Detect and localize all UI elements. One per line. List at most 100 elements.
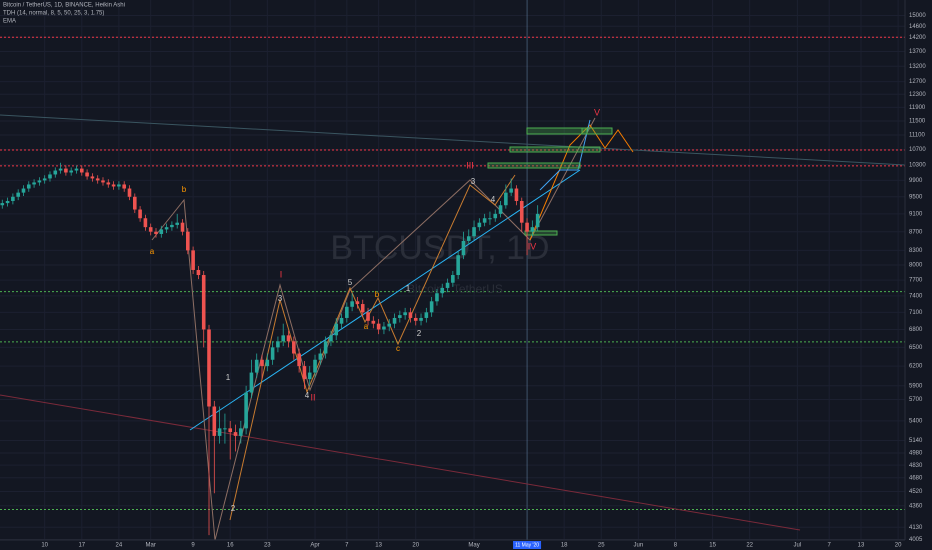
candle-body bbox=[345, 306, 349, 318]
wave-label: c bbox=[396, 344, 400, 353]
candle-body bbox=[398, 315, 402, 318]
candle-body bbox=[159, 229, 164, 234]
y-tick-label: 12700 bbox=[909, 79, 926, 85]
wave-label: b bbox=[375, 290, 380, 299]
watermark: BTCUSDT, 1D bbox=[330, 229, 549, 267]
candle-body bbox=[58, 168, 63, 171]
candle-body bbox=[101, 180, 105, 183]
y-tick-label: 4980 bbox=[909, 451, 923, 457]
candle-body bbox=[138, 209, 142, 219]
candle-body bbox=[318, 353, 323, 360]
trendline bbox=[0, 114, 906, 166]
candle-body bbox=[429, 301, 434, 313]
candle-body bbox=[493, 213, 498, 219]
y-tick-label: 13700 bbox=[909, 49, 926, 55]
y-tick-label: 15000 bbox=[909, 13, 926, 19]
wave-label: II bbox=[310, 392, 315, 402]
y-tick-label: 9500 bbox=[909, 194, 923, 200]
x-tick-label: 18 bbox=[561, 543, 568, 549]
candle-body bbox=[292, 341, 296, 354]
x-tick-label: 9 bbox=[191, 543, 195, 549]
candle-body bbox=[477, 222, 482, 228]
wave-label: V bbox=[594, 107, 600, 117]
candle-body bbox=[334, 323, 339, 336]
x-tick-label: 15 bbox=[709, 543, 716, 549]
candle-body bbox=[196, 269, 201, 276]
candle-body bbox=[371, 320, 376, 324]
y-tick-label: 8300 bbox=[909, 248, 923, 254]
x-tick-label: Jun bbox=[634, 543, 644, 549]
candle-body bbox=[519, 200, 524, 223]
zone bbox=[581, 127, 613, 135]
axes: 15000 14600 14200 13700 13200 12700 12300 11900… bbox=[41, 13, 926, 549]
y-tick-label: 12300 bbox=[909, 92, 926, 98]
x-tick-label: 25 bbox=[598, 543, 605, 549]
y-tick-label: 11500 bbox=[909, 119, 926, 125]
candle-body bbox=[435, 293, 439, 302]
x-tick-label: May bbox=[468, 543, 479, 549]
wave-label: 1 bbox=[406, 284, 411, 293]
candle-body bbox=[482, 218, 487, 223]
y-tick-label: 4360 bbox=[909, 503, 923, 509]
x-tick-label: 13 bbox=[858, 543, 865, 549]
x-tick-label: 22 bbox=[746, 543, 753, 549]
y-tick-label: 7700 bbox=[909, 278, 923, 284]
candle-body bbox=[175, 222, 180, 225]
candle-body bbox=[53, 170, 58, 175]
candle-body bbox=[445, 282, 450, 288]
candle-body bbox=[37, 180, 42, 183]
projection-line bbox=[539, 119, 591, 191]
candle-body bbox=[16, 192, 20, 197]
wave-label: 4 bbox=[491, 195, 496, 204]
candle-body bbox=[127, 188, 132, 197]
wave-label: 1 bbox=[226, 373, 231, 382]
wave-label: I bbox=[280, 269, 283, 279]
candle-body bbox=[498, 205, 503, 214]
grid bbox=[0, 0, 905, 541]
y-tick-label: 4130 bbox=[909, 525, 923, 531]
x-tick-label: 8 bbox=[674, 543, 678, 549]
x-tick-label: 20 bbox=[412, 543, 419, 549]
y-tick-label: 5700 bbox=[909, 397, 923, 403]
candle-body bbox=[339, 317, 344, 324]
candle-body bbox=[472, 227, 476, 237]
candle-body bbox=[504, 192, 508, 206]
candle-body bbox=[212, 406, 217, 436]
candle-body bbox=[186, 231, 190, 251]
y-tick-label: 10700 bbox=[909, 147, 926, 153]
candle-body bbox=[535, 213, 540, 228]
candle-body bbox=[514, 188, 519, 201]
candle-body bbox=[249, 372, 254, 393]
candles bbox=[0, 162, 540, 536]
candle-body bbox=[95, 178, 100, 181]
wave-label: a bbox=[364, 322, 369, 331]
projection-line bbox=[529, 124, 634, 241]
y-tick-label: 7100 bbox=[909, 310, 923, 316]
wave-label: 3 bbox=[278, 294, 283, 303]
candle-body bbox=[461, 240, 466, 256]
wave-label: 5 bbox=[348, 278, 353, 287]
x-tick-label: Apr bbox=[310, 543, 319, 549]
y-tick-label: 5900 bbox=[909, 383, 923, 389]
y-tick-label: 4005 bbox=[909, 537, 923, 543]
candle-body bbox=[5, 200, 10, 204]
candle-body bbox=[382, 326, 386, 330]
candle-body bbox=[360, 304, 365, 313]
trendline bbox=[0, 394, 801, 531]
zone bbox=[526, 127, 588, 135]
y-tick-label: 5140 bbox=[909, 438, 923, 444]
x-tick-label: 7 bbox=[828, 543, 832, 549]
candle-body bbox=[323, 341, 328, 354]
x-tick-label: 13 bbox=[375, 543, 382, 549]
candle-body bbox=[191, 250, 195, 270]
candle-body bbox=[366, 312, 370, 321]
y-tick-label: 9900 bbox=[909, 178, 923, 184]
candle-body bbox=[355, 301, 360, 305]
candle-body bbox=[419, 317, 423, 321]
candle-body bbox=[488, 218, 492, 220]
candle-body bbox=[525, 222, 529, 232]
y-tick-label: 11100 bbox=[909, 133, 925, 139]
candle-body bbox=[85, 172, 89, 177]
